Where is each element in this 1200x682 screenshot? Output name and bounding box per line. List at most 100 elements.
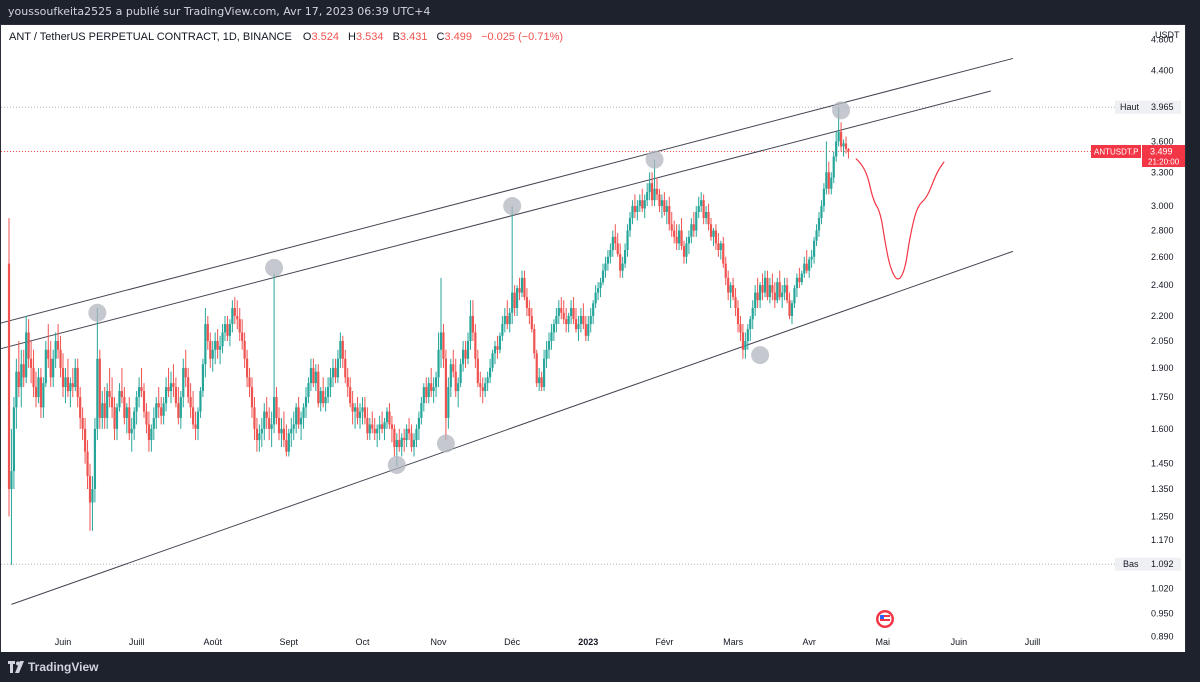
candle-body (766, 277, 769, 298)
candle-body (572, 307, 575, 320)
us-flag-icon[interactable] (876, 610, 894, 628)
candle-body (86, 451, 89, 477)
candle-body (714, 230, 718, 244)
last-price-tag: ANTUSDT.P 3.499 21:20:00 (1091, 145, 1185, 168)
high-tag-value: 3.965 (1151, 102, 1174, 112)
candle-body (609, 250, 612, 257)
candle-body (432, 387, 435, 392)
candle-body (81, 417, 84, 429)
price-chart[interactable]: 4.800 4.400 3.600 3.300 3.000 2.800 2.600 2.400… (1, 25, 1185, 653)
candle-body (91, 489, 94, 503)
touch-marker (387, 455, 406, 474)
candle-body (722, 243, 725, 264)
candle-body (567, 315, 570, 325)
candle-body (692, 224, 695, 231)
candle-body (64, 377, 67, 388)
candle-body (751, 307, 754, 320)
candle-body (596, 288, 600, 293)
candle-body (577, 324, 580, 330)
candle-body (206, 324, 209, 341)
candle-body (123, 397, 126, 418)
candle-body (594, 292, 597, 304)
candle-body (712, 230, 715, 237)
candle-body (525, 297, 529, 308)
candle-body (405, 428, 408, 441)
candle-body (520, 277, 524, 293)
low-tag-label: Bas (1123, 559, 1139, 569)
candle-body (815, 230, 818, 241)
x-axis: Juin Juill Août Sept Oct Nov Déc 2023 Févr Mars Av… (55, 637, 1041, 647)
candle-body (702, 200, 705, 219)
candle-body (147, 424, 151, 441)
candle-body (44, 349, 47, 384)
top-attribution-bar: youssoufkeita2525 a publié sur TradingVi… (0, 0, 1200, 24)
candle-body (805, 263, 808, 271)
candle-body (150, 428, 153, 441)
attribution-text: youssoufkeita2525 a publié sur TradingVi… (8, 5, 431, 18)
candle-body (508, 312, 511, 325)
candle-body (503, 315, 506, 325)
candle-body (790, 303, 794, 316)
x-tick-label: Févr (655, 637, 673, 647)
candle-body (83, 428, 87, 452)
candle-body (835, 141, 838, 157)
candle-body (366, 417, 369, 434)
x-tick-label: Juill (129, 637, 145, 647)
candle-body (265, 411, 268, 418)
candle-body (292, 424, 295, 429)
legend-close-label: C (437, 31, 445, 43)
candle-body (808, 259, 811, 271)
candle-body (52, 358, 55, 378)
tradingview-logo-icon[interactable] (8, 660, 26, 674)
candles (7, 107, 850, 565)
candle-body (488, 367, 492, 378)
candle-body (832, 156, 835, 178)
candle-body (314, 371, 317, 384)
candle-body (422, 387, 425, 404)
candle-body (363, 407, 367, 418)
candle-body (268, 417, 271, 429)
candle-body (763, 277, 767, 293)
candle-body (228, 324, 232, 336)
candle-body (729, 285, 732, 293)
candle-body (49, 358, 52, 378)
candle-body (641, 200, 644, 209)
candle-body (675, 236, 678, 244)
legend-high-label: H (348, 31, 356, 43)
candle-body (177, 403, 180, 418)
candle-body (601, 270, 605, 283)
candle-body (562, 312, 565, 320)
candle-body (29, 358, 33, 368)
candle-body (182, 367, 185, 398)
y-tick-label: 3.600 (1151, 136, 1174, 146)
candle-body (709, 224, 713, 237)
candle-body (569, 307, 573, 316)
candle-body (589, 315, 592, 325)
candle-body (93, 428, 97, 490)
candle-body (297, 407, 300, 425)
candle-body (410, 433, 413, 448)
legend-high-value: 3.534 (356, 31, 384, 43)
candle-body (724, 263, 727, 278)
candle-body (135, 397, 138, 412)
candle-body (34, 387, 38, 398)
candle-body (476, 358, 479, 384)
candle-body (98, 358, 101, 418)
legend-symbol: ANT / TetherUS PERPETUAL CONTRACT, 1D, B… (9, 31, 292, 43)
candle-body (160, 407, 163, 416)
candle-body (788, 300, 791, 316)
candle-body (756, 292, 759, 301)
chart-panel[interactable]: 4.800 4.400 3.600 3.300 3.000 2.800 2.600 2.400… (0, 24, 1186, 654)
candle-body (736, 307, 740, 325)
candle-body (56, 340, 60, 350)
candle-body (113, 407, 116, 429)
y-tick-label: 3.300 (1151, 167, 1174, 177)
candle-body (17, 371, 20, 388)
candle-body (214, 340, 217, 350)
candle-body (466, 340, 470, 359)
candle-body (326, 387, 330, 398)
candle-body (162, 403, 165, 416)
candle-body (484, 383, 487, 392)
candle-body (631, 206, 634, 219)
candle-body (125, 407, 128, 418)
